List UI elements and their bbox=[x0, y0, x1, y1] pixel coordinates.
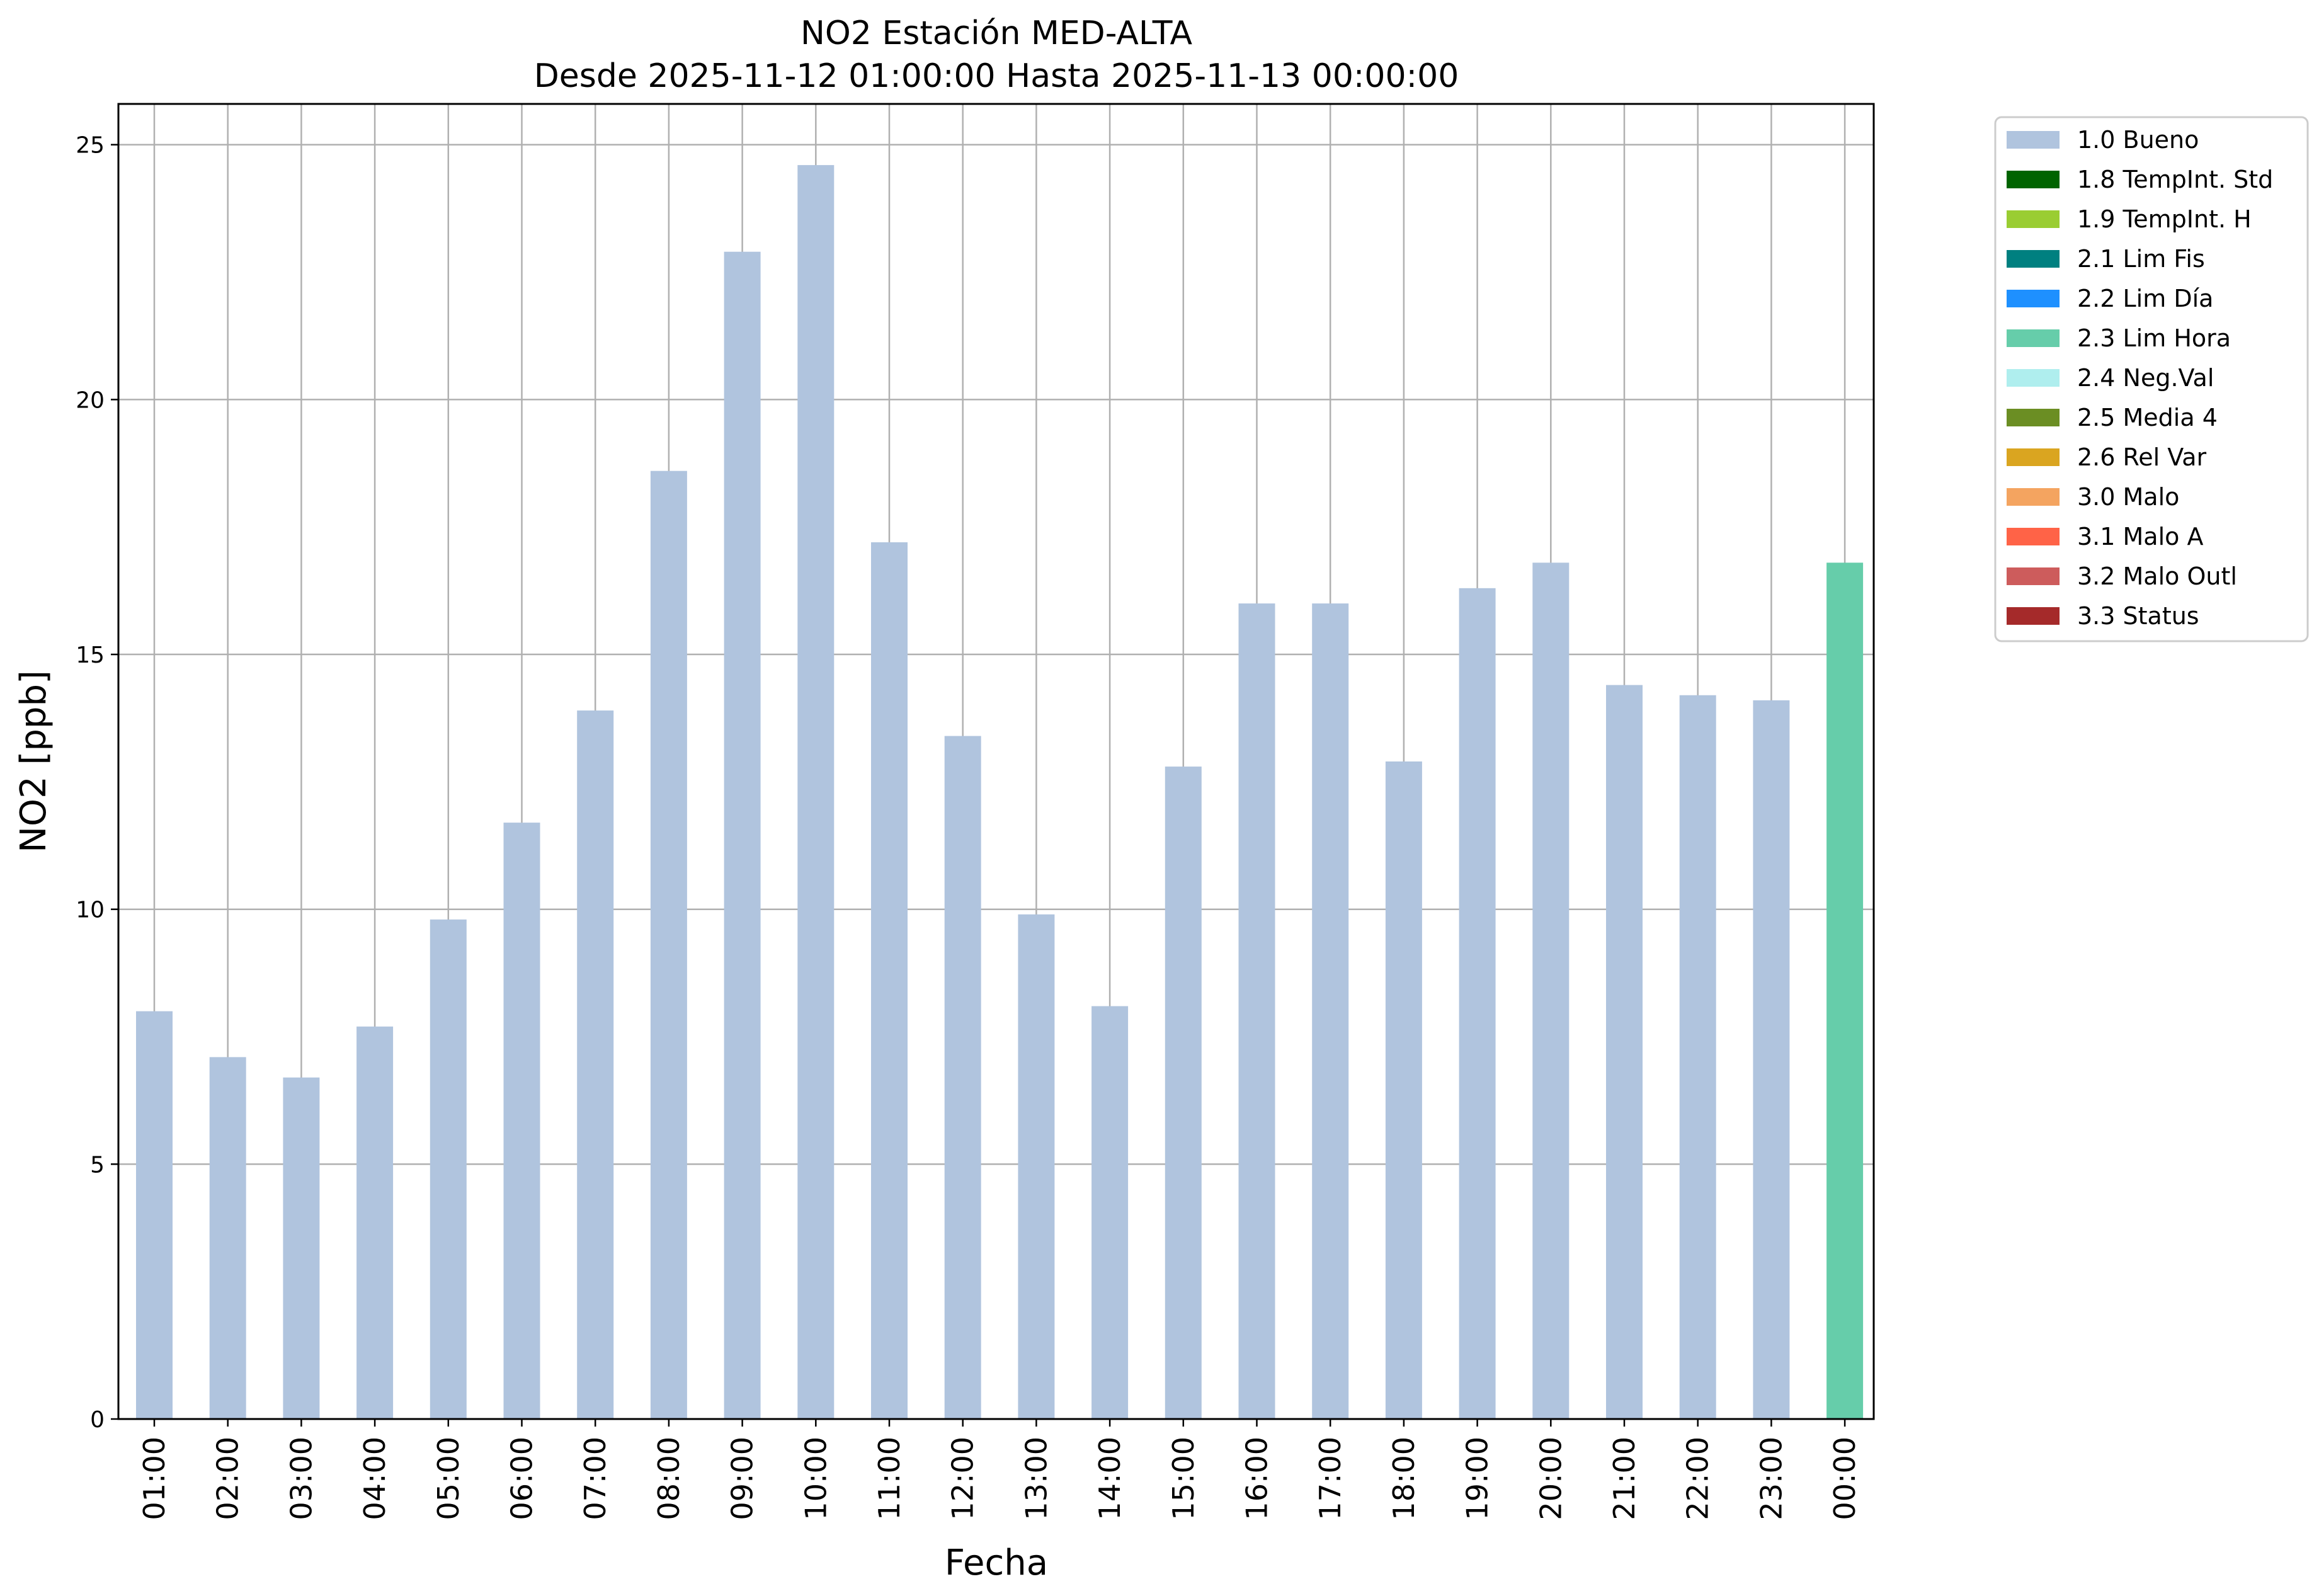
x-tick-label: 17:00 bbox=[1313, 1437, 1347, 1520]
y-tick-label: 5 bbox=[90, 1152, 105, 1178]
legend-label: 3.0 Malo bbox=[2077, 483, 2179, 511]
legend-label: 2.5 Media 4 bbox=[2077, 404, 2218, 431]
legend-swatch bbox=[2007, 448, 2060, 466]
x-tick-label: 22:00 bbox=[1681, 1437, 1715, 1520]
legend-label: 2.6 Rel Var bbox=[2077, 443, 2207, 471]
x-tick-label: 06:00 bbox=[505, 1437, 539, 1520]
bar bbox=[503, 823, 540, 1419]
legend-label: 2.2 Lim Día bbox=[2077, 285, 2213, 312]
x-axis-label: Fecha bbox=[945, 1542, 1048, 1583]
legend: 1.0 Bueno 1.8 TempInt. Std 1.9 TempInt. H 2… bbox=[1994, 116, 2309, 642]
legend-label: 2.3 Lim Hora bbox=[2077, 324, 2231, 352]
bar bbox=[430, 919, 467, 1419]
legend-swatch bbox=[2007, 250, 2060, 268]
legend-swatch bbox=[2007, 409, 2060, 426]
legend-label: 3.2 Malo Outl bbox=[2077, 562, 2237, 590]
legend-label: 1.8 TempInt. Std bbox=[2077, 166, 2273, 193]
x-tick-label: 08:00 bbox=[652, 1437, 686, 1520]
y-axis-ticks: 0 5 10 15 20 25 bbox=[76, 133, 118, 1433]
bar bbox=[724, 251, 761, 1420]
x-tick-label: 00:00 bbox=[1828, 1437, 1862, 1520]
legend-swatch bbox=[2007, 290, 2060, 307]
legend-swatch bbox=[2007, 329, 2060, 347]
bar bbox=[283, 1077, 320, 1419]
legend-label: 3.1 Malo A bbox=[2077, 523, 2203, 550]
chart-title-line2: Desde 2025-11-12 01:00:00 Hasta 2025-11-… bbox=[534, 57, 1459, 95]
bar bbox=[944, 736, 981, 1419]
bar bbox=[209, 1057, 246, 1419]
x-tick-label: 23:00 bbox=[1754, 1437, 1788, 1520]
bar bbox=[1606, 685, 1643, 1419]
x-tick-label: 16:00 bbox=[1240, 1437, 1274, 1520]
bar bbox=[1679, 695, 1716, 1419]
bar bbox=[1091, 1006, 1129, 1419]
bar bbox=[797, 165, 835, 1420]
x-tick-label: 07:00 bbox=[578, 1437, 612, 1520]
x-tick-label: 03:00 bbox=[284, 1437, 318, 1520]
y-tick-label: 25 bbox=[76, 133, 105, 159]
bar bbox=[356, 1026, 394, 1419]
bar bbox=[1018, 914, 1055, 1419]
bar bbox=[1165, 767, 1202, 1419]
legend-swatch bbox=[2007, 567, 2060, 585]
y-tick-label: 20 bbox=[76, 387, 105, 413]
legend-label: 1.9 TempInt. H bbox=[2077, 205, 2252, 233]
plot-frame bbox=[117, 103, 1875, 1420]
legend-swatch bbox=[2007, 210, 2060, 228]
bar bbox=[1459, 588, 1496, 1420]
x-tick-label: 01:00 bbox=[137, 1437, 171, 1520]
x-tick-label: 15:00 bbox=[1166, 1437, 1200, 1520]
x-tick-label: 18:00 bbox=[1387, 1437, 1421, 1520]
legend-swatch bbox=[2007, 488, 2060, 506]
legend-swatch bbox=[2007, 528, 2060, 545]
legend-swatch bbox=[2007, 607, 2060, 625]
legend-label: 3.3 Status bbox=[2077, 602, 2199, 630]
x-tick-label: 12:00 bbox=[946, 1437, 980, 1520]
legend-label: 1.0 Bueno bbox=[2077, 126, 2199, 154]
bar bbox=[1385, 761, 1422, 1419]
x-tick-label: 05:00 bbox=[431, 1437, 465, 1520]
legend-frame bbox=[1994, 116, 2309, 642]
y-tick-label: 0 bbox=[90, 1407, 105, 1433]
bar bbox=[1238, 603, 1275, 1420]
legend-swatch bbox=[2007, 369, 2060, 387]
bar bbox=[1753, 700, 1790, 1419]
bar bbox=[1532, 562, 1570, 1419]
bar bbox=[650, 470, 687, 1419]
bar bbox=[577, 710, 614, 1419]
y-tick-label: 15 bbox=[76, 642, 105, 668]
x-tick-label: 04:00 bbox=[358, 1437, 392, 1520]
legend-swatch bbox=[2007, 131, 2060, 149]
bar bbox=[871, 542, 908, 1419]
x-tick-label: 19:00 bbox=[1461, 1437, 1495, 1520]
x-tick-label: 20:00 bbox=[1534, 1437, 1568, 1520]
x-tick-label: 11:00 bbox=[872, 1437, 906, 1520]
x-tick-label: 10:00 bbox=[799, 1437, 833, 1520]
y-axis-label: NO2 [ppb] bbox=[13, 670, 54, 853]
bars bbox=[136, 165, 1864, 1420]
x-tick-label: 02:00 bbox=[211, 1437, 245, 1520]
bar bbox=[1312, 603, 1349, 1420]
bar bbox=[136, 1011, 173, 1419]
bar bbox=[1826, 562, 1864, 1419]
x-axis-ticks: 01:00 02:00 03:00 04:00 05:00 06:00 07:00 08:00… bbox=[137, 1419, 1862, 1520]
x-tick-label: 14:00 bbox=[1093, 1437, 1127, 1520]
x-tick-label: 09:00 bbox=[726, 1437, 760, 1520]
legend-swatch bbox=[2007, 171, 2060, 188]
x-tick-label: 13:00 bbox=[1019, 1437, 1053, 1520]
x-tick-label: 21:00 bbox=[1607, 1437, 1641, 1520]
chart-title-line1: NO2 Estación MED-ALTA bbox=[801, 14, 1192, 52]
legend-label: 2.1 Lim Fis bbox=[2077, 245, 2205, 273]
legend-label: 2.4 Neg.Val bbox=[2077, 364, 2214, 392]
y-tick-label: 10 bbox=[76, 898, 105, 923]
